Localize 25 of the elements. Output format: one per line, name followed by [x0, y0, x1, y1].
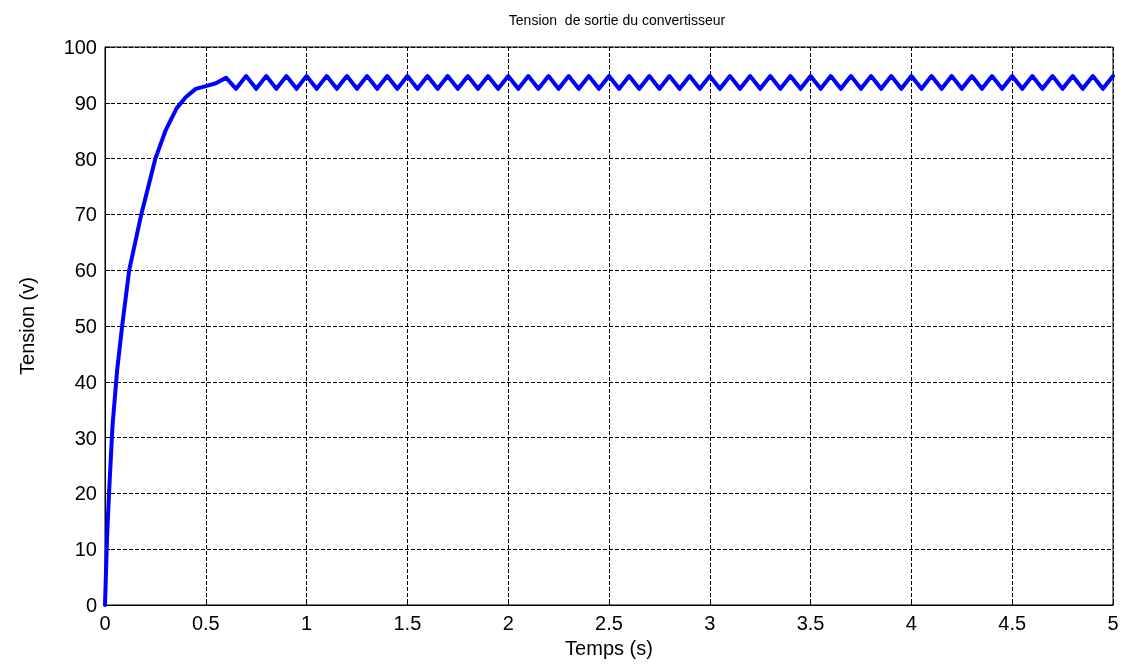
y-tick-label: 30 [74, 426, 97, 449]
y-tick-label: 90 [74, 91, 97, 114]
x-tick-label: 1.5 [393, 612, 422, 634]
y-tick-label: 70 [74, 203, 97, 226]
y-tick-label: 80 [74, 147, 97, 170]
x-tick-label: 4 [905, 612, 917, 634]
x-tick-label: 0 [99, 612, 111, 634]
x-tick-label: 2 [502, 612, 514, 634]
y-tick-label: 10 [74, 538, 97, 561]
x-tick-label: 0.5 [191, 612, 220, 634]
x-tick-label: 3.5 [796, 612, 825, 634]
x-tick-label: 1 [301, 612, 313, 634]
y-tick-label: 60 [74, 259, 97, 282]
y-tick-label: 100 [63, 36, 97, 58]
chart-title: Tension de sortie du convertisseur [508, 12, 726, 28]
y-tick-label: 50 [74, 315, 97, 337]
x-tick-label: 5 [1107, 612, 1119, 634]
y-axis-title: Tension (v) [16, 277, 38, 375]
x-tick-label: 4.5 [998, 612, 1027, 634]
y-tick-label: 20 [74, 482, 97, 505]
y-tick-label: 40 [74, 370, 97, 393]
x-tick-label: 3 [704, 612, 716, 634]
x-axis-title: Temps (s) [565, 636, 653, 659]
x-tick-label: 2.5 [595, 612, 623, 634]
y-tick-label: 0 [85, 594, 97, 616]
